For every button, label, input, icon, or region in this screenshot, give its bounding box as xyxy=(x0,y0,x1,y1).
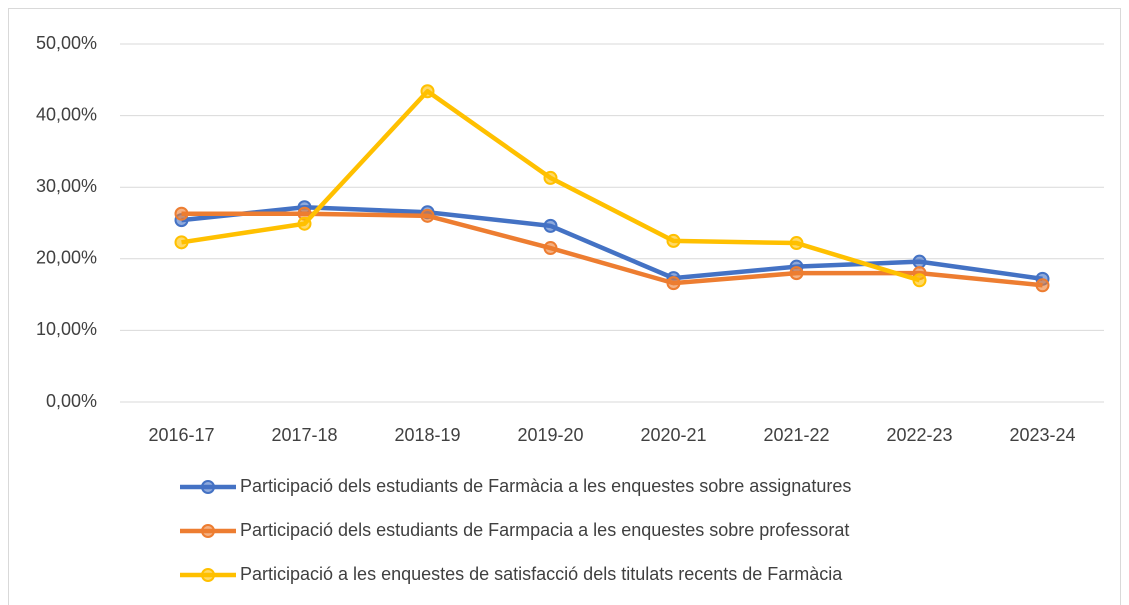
point-marker xyxy=(297,216,312,231)
series-line xyxy=(181,204,1043,282)
point-marker xyxy=(174,206,189,221)
y-tick-label: 0,00% xyxy=(46,391,97,411)
y-tick-label: 40,00% xyxy=(36,104,97,124)
legend-marker xyxy=(201,568,215,582)
x-tick-label: 2017-18 xyxy=(271,425,337,445)
point-marker xyxy=(543,170,558,185)
x-tick-label: 2022-23 xyxy=(886,425,952,445)
x-tick-label: 2018-19 xyxy=(394,425,460,445)
x-tick-label: 2019-20 xyxy=(517,425,583,445)
x-tick-label: 2023-24 xyxy=(1009,425,1075,445)
point-marker xyxy=(912,254,927,269)
point-marker xyxy=(1035,278,1050,293)
y-tick-label: 30,00% xyxy=(36,176,97,196)
y-tick-label: 20,00% xyxy=(36,248,97,268)
y-tick-label: 50,00% xyxy=(36,33,97,53)
legend-marker xyxy=(201,480,215,494)
legend-label: Participació dels estudiants de Farmàcia… xyxy=(240,476,851,496)
point-marker xyxy=(543,218,558,233)
point-marker xyxy=(789,266,804,281)
legend-label: Participació dels estudiants de Farmpaci… xyxy=(240,520,849,540)
x-tick-label: 2016-17 xyxy=(148,425,214,445)
y-tick-label: 10,00% xyxy=(36,319,97,339)
point-marker xyxy=(420,208,435,223)
point-marker xyxy=(666,233,681,248)
point-marker xyxy=(912,273,927,288)
x-tick-label: 2021-22 xyxy=(763,425,829,445)
chart-border xyxy=(8,8,1121,605)
legend-marker xyxy=(201,524,215,538)
x-tick-label: 2020-21 xyxy=(640,425,706,445)
point-marker xyxy=(543,241,558,256)
legend-label: Participació a les enquestes de satisfac… xyxy=(240,564,843,584)
point-marker xyxy=(174,235,189,250)
point-marker xyxy=(789,236,804,251)
point-marker xyxy=(420,84,435,99)
point-marker xyxy=(666,276,681,291)
